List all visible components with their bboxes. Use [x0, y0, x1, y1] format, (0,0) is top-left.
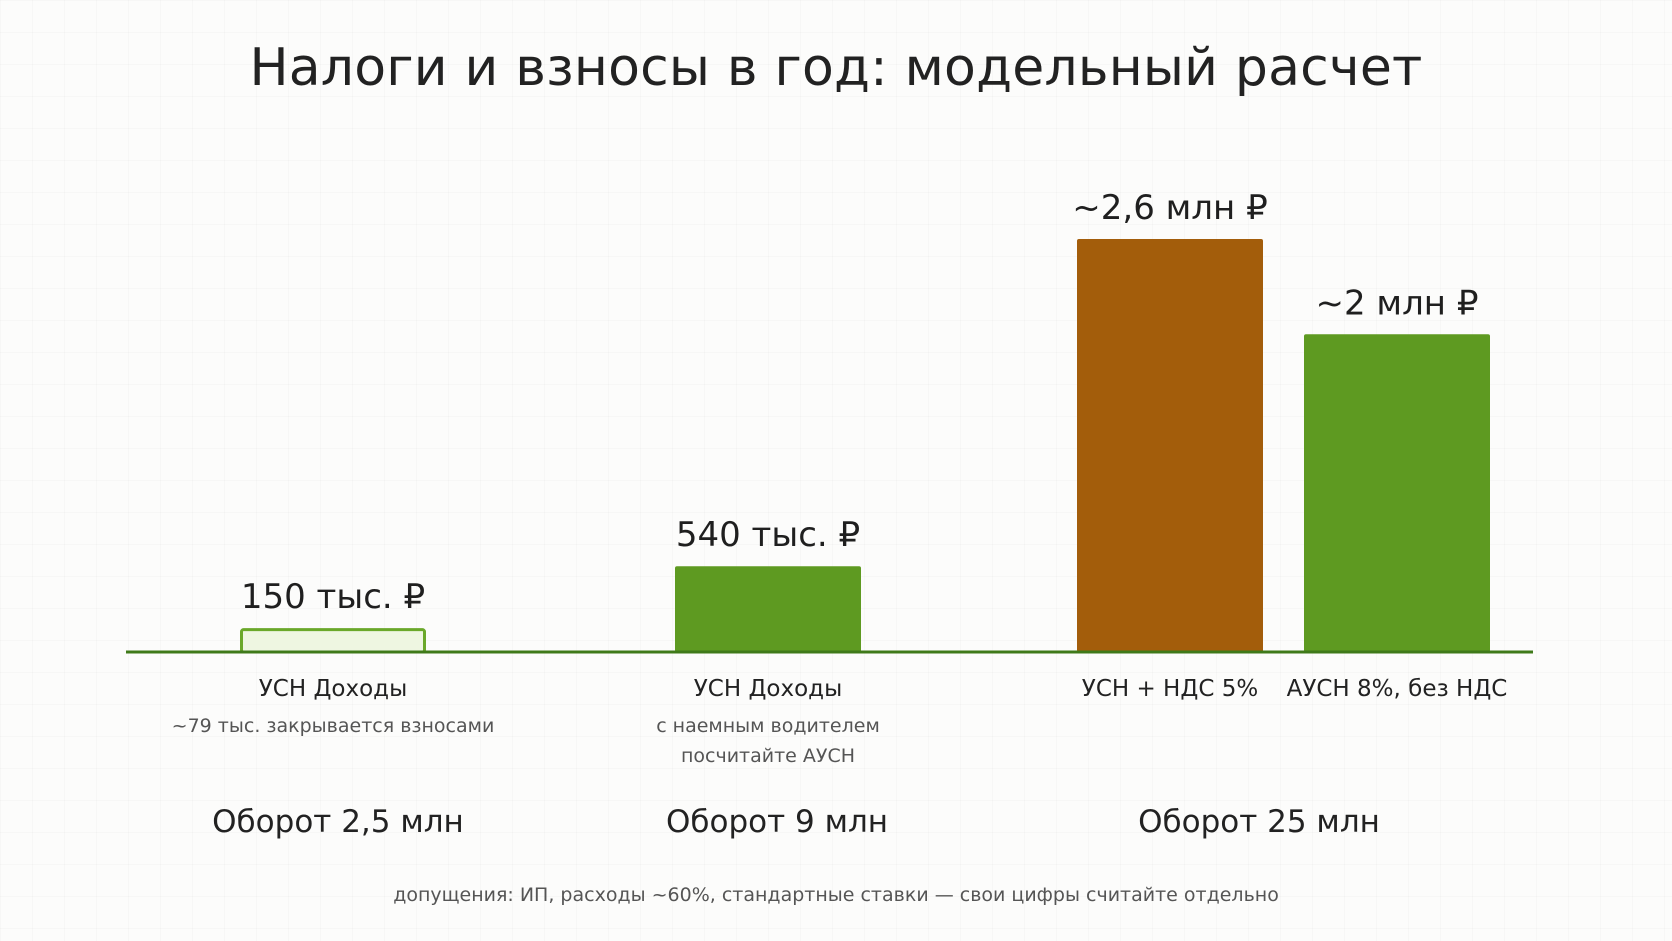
turnover-label: Оборот 9 млн	[666, 804, 888, 840]
turnover-label: Оборот 2,5 млн	[212, 804, 464, 840]
data-label: ~2,6 млн ₽	[1072, 188, 1267, 228]
data-label: 540 тыс. ₽	[676, 515, 860, 555]
category-label: УСН + НДС 5%	[1082, 676, 1258, 702]
category-note: ~79 тыс. закрывается взносами	[172, 715, 495, 737]
data-label: 150 тыс. ₽	[241, 577, 425, 617]
bar-2-1	[675, 566, 861, 652]
category-note: посчитайте АУСН	[681, 745, 855, 767]
bar-3-1	[1077, 239, 1263, 652]
category-note: с наемным водителем	[656, 715, 880, 737]
category-label: АУСН 8%, без НДС	[1287, 676, 1508, 702]
bar-1-1	[240, 628, 426, 654]
turnover-label: Оборот 25 млн	[1138, 804, 1380, 840]
bar-3-2	[1304, 334, 1490, 652]
assumptions-footnote: допущения: ИП, расходы ~60%, стандартные…	[393, 884, 1279, 906]
category-label: УСН Доходы	[694, 676, 842, 702]
category-label: УСН Доходы	[259, 676, 407, 702]
data-label: ~2 млн ₽	[1316, 283, 1479, 323]
chart-title: Налоги и взносы в год: модельный расчет	[249, 38, 1423, 98]
